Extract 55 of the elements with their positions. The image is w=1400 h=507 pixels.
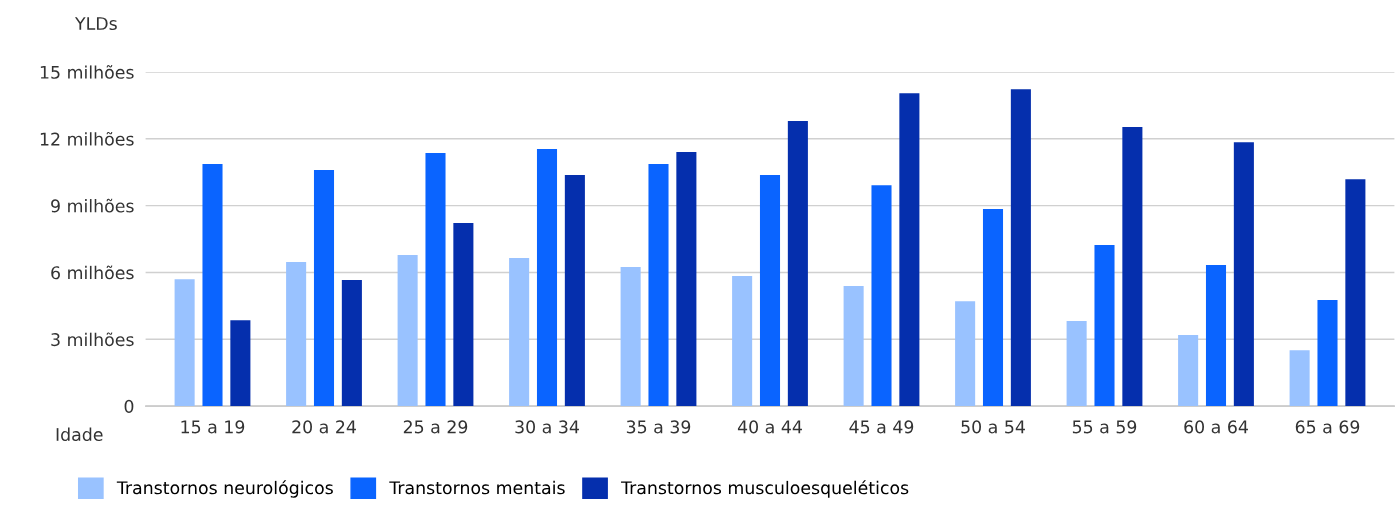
bar (564, 175, 585, 407)
x-tick-label: 45 a 49 (849, 420, 914, 434)
bar (871, 185, 892, 407)
bar (1205, 265, 1227, 407)
bar (1178, 335, 1199, 407)
bar (286, 261, 307, 407)
x-axis-title: Idade (56, 427, 103, 442)
bar (1289, 350, 1310, 407)
bar (313, 170, 335, 407)
bar (732, 276, 753, 407)
y-tick-label: 0 (124, 399, 134, 413)
bar (759, 175, 781, 407)
x-tick-label: 15 a 19 (181, 420, 245, 434)
bar (955, 301, 976, 407)
bar (676, 151, 697, 407)
bar (620, 267, 641, 407)
bar (536, 149, 558, 407)
legend-label: Transtornos mentais (389, 480, 565, 495)
bar (1122, 127, 1143, 407)
y-tick-label: 15 milhões (40, 65, 134, 79)
x-tick-label: 65 a 69 (1295, 420, 1360, 434)
x-tick-label: 25 a 29 (403, 420, 468, 434)
bar (341, 280, 362, 407)
bar (453, 223, 474, 407)
y-tick-label: 3 milhões (51, 332, 134, 347)
bar (787, 121, 808, 407)
bar (230, 320, 251, 407)
bar (397, 255, 418, 407)
y-tick-label: 6 milhões (51, 265, 134, 280)
x-tick-label: 30 a 34 (515, 420, 579, 434)
bar (1066, 321, 1087, 407)
bar (425, 153, 446, 407)
bar (1345, 179, 1366, 407)
bar (174, 279, 195, 407)
bar (843, 286, 864, 407)
x-tick-label: 40 a 44 (737, 420, 802, 434)
bar (1010, 89, 1031, 407)
bar (1094, 245, 1115, 407)
x-tick-label: 50 a 54 (961, 420, 1025, 434)
x-tick-label: 60 a 64 (1184, 420, 1248, 434)
bar (1317, 300, 1338, 407)
bar (899, 93, 920, 407)
x-tick-label: 35 a 39 (626, 420, 691, 434)
y-tick-label: 12 milhões (40, 131, 134, 146)
bar (648, 163, 669, 407)
x-tick-label: 55 a 59 (1072, 420, 1137, 434)
y-tick-label: 9 milhões (51, 198, 134, 213)
bar (509, 257, 530, 407)
y-axis-title: YLDs (74, 17, 117, 31)
legend-label: Transtornos neurológicos (116, 480, 333, 498)
bar (202, 163, 223, 407)
bar (982, 208, 1004, 407)
x-tick-label: 20 a 24 (292, 420, 356, 434)
bar (1233, 142, 1254, 407)
legend-label: Transtornos musculoesqueléticos (621, 480, 909, 498)
